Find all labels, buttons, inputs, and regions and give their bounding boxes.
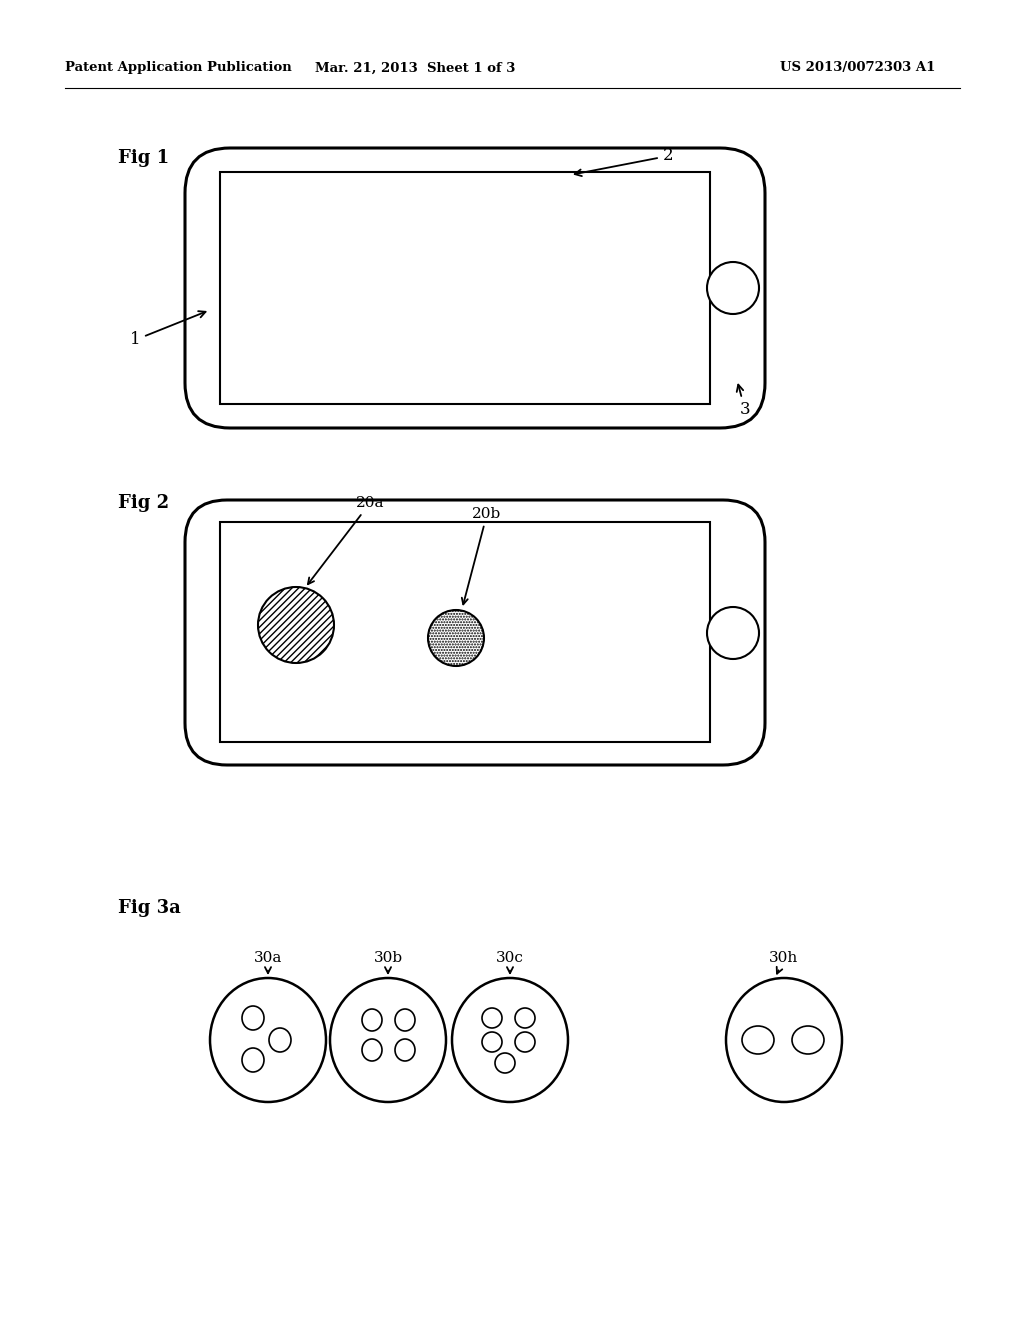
Ellipse shape	[452, 978, 568, 1102]
Ellipse shape	[242, 1006, 264, 1030]
Ellipse shape	[792, 1026, 824, 1053]
Bar	[220, 172, 710, 404]
FancyBboxPatch shape	[185, 500, 765, 766]
Text: 2: 2	[574, 148, 674, 176]
Text: 20a: 20a	[308, 496, 384, 585]
Text: 30b: 30b	[374, 950, 402, 973]
Text: US 2013/0072303 A1: US 2013/0072303 A1	[780, 62, 935, 74]
Ellipse shape	[742, 1026, 774, 1053]
Ellipse shape	[242, 1048, 264, 1072]
Ellipse shape	[395, 1008, 415, 1031]
Bar	[220, 521, 710, 742]
Text: 1: 1	[130, 312, 206, 348]
Text: 30h: 30h	[769, 950, 799, 974]
Ellipse shape	[482, 1032, 502, 1052]
Circle shape	[707, 261, 759, 314]
Ellipse shape	[210, 978, 326, 1102]
Text: 30c: 30c	[496, 950, 524, 973]
Text: 30a: 30a	[254, 950, 283, 973]
Text: 3: 3	[736, 384, 751, 418]
FancyBboxPatch shape	[185, 148, 765, 428]
Text: Fig 1: Fig 1	[118, 149, 169, 168]
Ellipse shape	[330, 978, 446, 1102]
Ellipse shape	[362, 1039, 382, 1061]
Text: 20b: 20b	[462, 507, 502, 605]
Ellipse shape	[482, 1008, 502, 1028]
Ellipse shape	[269, 1028, 291, 1052]
Ellipse shape	[515, 1008, 535, 1028]
Circle shape	[707, 607, 759, 659]
Text: Mar. 21, 2013  Sheet 1 of 3: Mar. 21, 2013 Sheet 1 of 3	[314, 62, 515, 74]
Ellipse shape	[726, 978, 842, 1102]
Ellipse shape	[395, 1039, 415, 1061]
Ellipse shape	[515, 1032, 535, 1052]
Text: Fig 3a: Fig 3a	[118, 899, 181, 917]
Circle shape	[258, 587, 334, 663]
Ellipse shape	[495, 1053, 515, 1073]
Ellipse shape	[362, 1008, 382, 1031]
Text: Patent Application Publication: Patent Application Publication	[65, 62, 292, 74]
Text: Fig 2: Fig 2	[118, 494, 169, 512]
Circle shape	[428, 610, 484, 667]
